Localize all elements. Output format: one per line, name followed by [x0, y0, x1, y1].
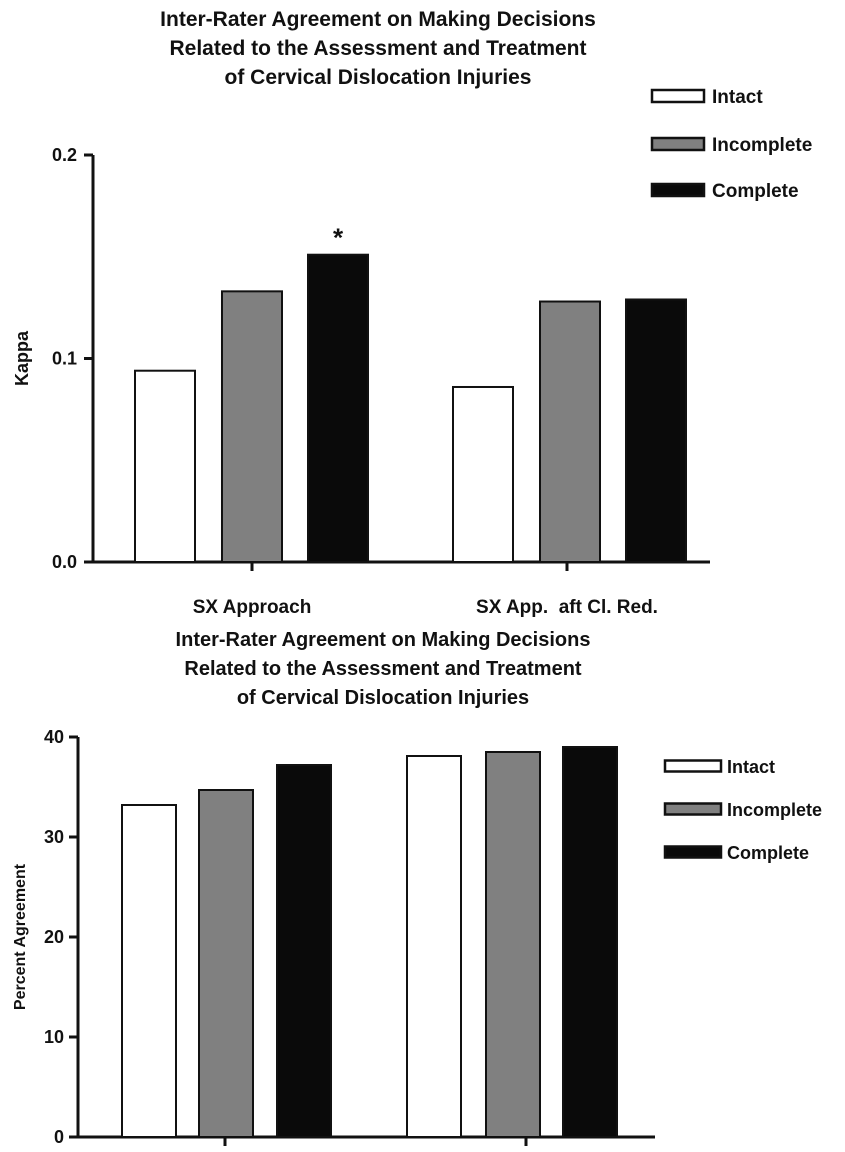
legend-swatch-intact: [650, 88, 706, 104]
legend-label-intact: Intact: [712, 87, 763, 108]
y-tick-label: 0.0: [52, 552, 77, 572]
bar-complete-sx-approach: [307, 253, 369, 563]
significance-asterisk: *: [333, 223, 344, 253]
bar-incomplete-sx-app-aft-cl-red: [485, 751, 541, 1138]
chart-title-line: of Cervical Dislocation Injuries: [225, 66, 532, 89]
bar-incomplete-sx-approach: [198, 789, 254, 1138]
legend-label-incomplete: Incomplete: [712, 135, 812, 156]
y-axis-label: Kappa: [12, 330, 32, 386]
bar-incomplete-sx-app-aft-cl-red: [539, 300, 601, 563]
bar-complete-sx-app-aft-cl-red: [625, 298, 687, 563]
y-tick-label: 0: [54, 1127, 64, 1147]
y-tick-label: 0.1: [52, 349, 77, 369]
y-axis-label: Percent Agreement: [12, 863, 29, 1010]
bar-intact-sx-app-aft-cl-red: [452, 385, 514, 563]
y-tick-label: 0.2: [52, 145, 77, 165]
legend-label-complete: Complete: [727, 843, 809, 863]
bar-intact-sx-app-aft-cl-red: [406, 755, 462, 1138]
bar-complete-sx-app-aft-cl-red: [562, 746, 618, 1138]
chart-title-line: Related to the Assessment and Treatment: [184, 658, 581, 680]
bar-complete-sx-approach: [276, 764, 332, 1138]
category-label-sx-app-aft-cl-red: SX App. aft Cl. Red.: [476, 597, 658, 618]
chart-title-line: Inter-Rater Agreement on Making Decision…: [176, 629, 591, 651]
y-tick-label: 20: [44, 927, 64, 947]
legend-label-intact: Intact: [727, 757, 775, 777]
legend-swatch-incomplete: [650, 136, 706, 152]
kappa-chart: Inter-Rater Agreement on Making Decision…: [12, 8, 812, 618]
chart-title-line: Related to the Assessment and Treatment: [169, 37, 586, 60]
legend-label-complete: Complete: [712, 181, 799, 202]
percent-agreement-chart-svg: Inter-Rater Agreement on Making Decision…: [12, 629, 822, 1152]
category-label-sx-approach: SX Approach: [193, 597, 312, 618]
chart-title-line: of Cervical Dislocation Injuries: [237, 687, 529, 709]
y-tick-label: 10: [44, 1027, 64, 1047]
legend-swatch-complete: [650, 182, 706, 198]
bar-intact-sx-approach: [121, 804, 177, 1138]
y-tick-label: 30: [44, 827, 64, 847]
legend-swatch-intact: [663, 759, 723, 773]
y-tick-label: 40: [44, 727, 64, 747]
bar-intact-sx-approach: [134, 369, 196, 563]
percent-agreement-chart: Inter-Rater Agreement on Making Decision…: [0, 625, 845, 1152]
legend-swatch-incomplete: [663, 802, 723, 816]
legend-label-incomplete: Incomplete: [727, 800, 822, 820]
bar-incomplete-sx-approach: [221, 290, 283, 563]
chart-title-line: Inter-Rater Agreement on Making Decision…: [160, 8, 596, 31]
legend-swatch-complete: [663, 845, 723, 859]
kappa-chart-svg: Inter-Rater Agreement on Making Decision…: [12, 8, 812, 618]
